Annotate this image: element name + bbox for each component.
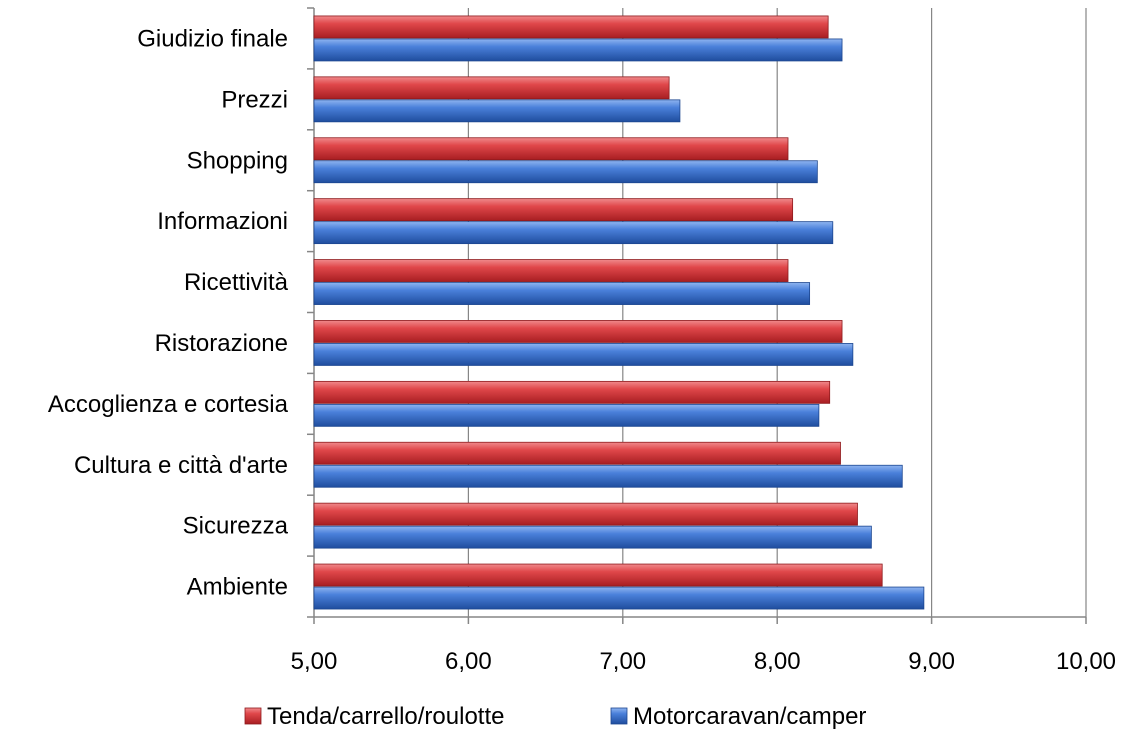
bar-tenda-6: Tenda/carrello/roulotte — Accoglienza e … <box>313 380 831 404</box>
bar-tenda-2: Tenda/carrello/roulotte — Shopping: 8.07 <box>313 137 789 161</box>
bar-motorcaravan-4: Motorcaravan/camper — Ricettività: 8.21 <box>313 282 811 305</box>
category-labels: Giudizio finale Prezzi Shopping Informazion… <box>48 25 289 600</box>
legend-label-0: Tenda/carrello/roulotte <box>267 703 504 730</box>
x-tick-label-4: 9,00 <box>908 648 955 675</box>
legend: Tenda/carrello/roulotte Motorcaravan/camp… <box>244 703 866 730</box>
category-label-8: Sicurezza <box>183 513 289 540</box>
bar-tenda-8: Tenda/carrello/roulotte — Sicurezza: 8.5… <box>313 502 858 526</box>
x-tick-labels: 5,00 6,00 7,00 8,00 9,00 10,00 <box>291 648 1116 675</box>
legend-label-1: Motorcaravan/camper <box>633 703 866 730</box>
bar-motorcaravan-0: Motorcaravan/camper — Giudizio finale: 8… <box>313 38 843 62</box>
bar-motorcaravan-7: Motorcaravan/camper — Cultura e città d'… <box>313 464 903 488</box>
category-label-3: Informazioni <box>157 208 288 235</box>
bar-motorcaravan-5: Motorcaravan/camper — Ristorazione: 8.49 <box>313 343 854 366</box>
bar-tenda-4: Tenda/carrello/roulotte — Ricettività: 8… <box>313 259 789 282</box>
x-tick-label-1: 6,00 <box>445 648 492 675</box>
bar-motorcaravan-3: Motorcaravan/camper — Informazioni: 8.36 <box>313 221 834 245</box>
bar-motorcaravan-2: Motorcaravan/camper — Shopping: 8.26 <box>313 160 818 184</box>
bar-motorcaravan-1: Motorcaravan/camper — Prezzi: 7.37 <box>313 99 681 123</box>
bar-tenda-7: Tenda/carrello/roulotte — Cultura e citt… <box>313 441 841 465</box>
x-tick-label-5: 10,00 <box>1056 648 1116 675</box>
bar-tenda-0: Tenda/carrello/roulotte — Giudizio final… <box>313 15 829 39</box>
category-label-5: Ristorazione <box>155 330 288 357</box>
bar-motorcaravan-8: Motorcaravan/camper — Sicurezza: 8.61 <box>313 525 872 549</box>
category-label-2: Shopping <box>187 147 288 174</box>
category-label-1: Prezzi <box>221 86 288 113</box>
legend-swatch-0 <box>244 707 262 725</box>
bar-tenda-3: Tenda/carrello/roulotte — Informazioni: … <box>313 198 794 222</box>
bar-tenda-9: Tenda/carrello/roulotte — Ambiente: 8.68 <box>313 563 883 587</box>
bar-motorcaravan-9: Motorcaravan/camper — Ambiente: 8.95 <box>313 586 925 610</box>
gridlines <box>467 8 1087 617</box>
category-label-0: Giudizio finale <box>137 25 288 52</box>
bars: Tenda/carrello/roulotte — Giudizio final… <box>313 15 925 610</box>
x-tick-label-3: 8,00 <box>754 648 801 675</box>
category-label-4: Ricettività <box>184 269 289 296</box>
legend-swatch-1 <box>610 707 628 725</box>
category-label-7: Cultura e città d'arte <box>74 452 288 479</box>
x-tick-label-2: 7,00 <box>599 648 646 675</box>
bar-tenda-5: Tenda/carrello/roulotte — Ristorazione: … <box>313 320 843 343</box>
bar-motorcaravan-6: Motorcaravan/camper — Accoglienza e cort… <box>313 403 820 427</box>
category-label-6: Accoglienza e cortesia <box>48 391 289 418</box>
category-label-9: Ambiente <box>187 574 288 601</box>
legend-item-1: Motorcaravan/camper <box>610 703 866 730</box>
x-tick-label-0: 5,00 <box>291 648 338 675</box>
bar-tenda-1: Tenda/carrello/roulotte — Prezzi: 7.3 <box>313 76 670 100</box>
legend-item-0: Tenda/carrello/roulotte <box>244 703 504 730</box>
